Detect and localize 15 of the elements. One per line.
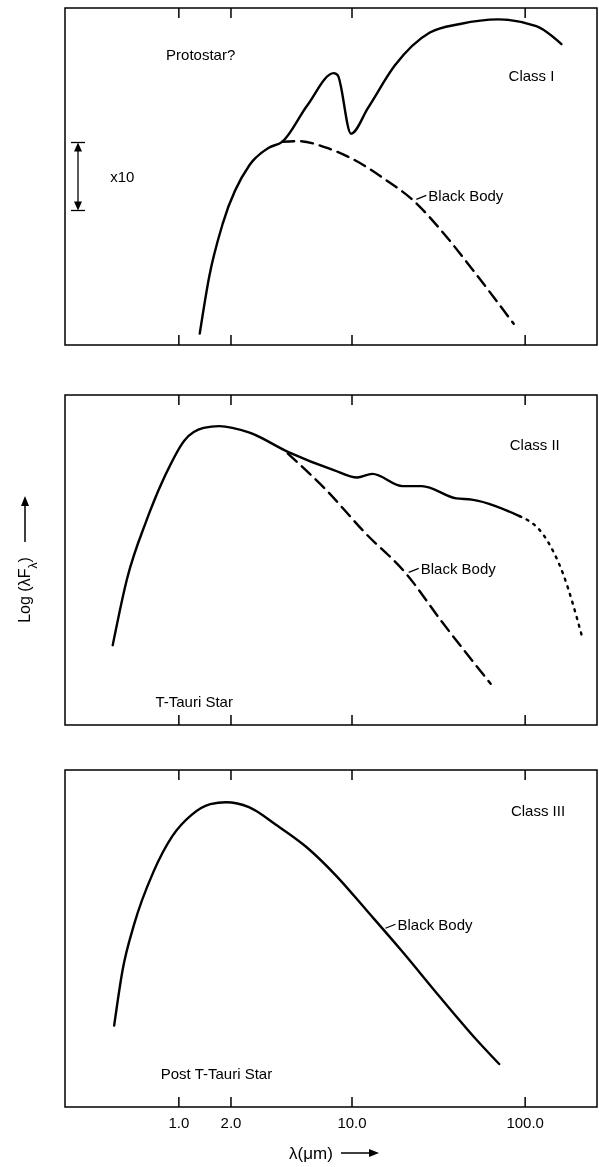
annotation: Black Body [420, 559, 497, 577]
annotation: Class I [508, 66, 555, 84]
x-tick-label: 2.0 [220, 1114, 242, 1131]
x-tick-label: 1.0 [168, 1114, 190, 1131]
x-tick-label: 10.0 [337, 1114, 367, 1131]
annotation: Post T-Tauri Star [160, 1064, 273, 1082]
annotation: x10 [110, 167, 135, 185]
annotation: Black Body [428, 186, 504, 204]
annotation: Black Body [397, 915, 474, 933]
x-tick-label: 100.0 [506, 1114, 544, 1131]
annotation: Protostar? [166, 46, 236, 64]
annotation: T-Tauri Star [155, 693, 233, 711]
x-axis-title: λ(μm) [289, 1144, 333, 1163]
annotation: Class III [510, 801, 566, 819]
annotation: Class II [509, 435, 560, 453]
